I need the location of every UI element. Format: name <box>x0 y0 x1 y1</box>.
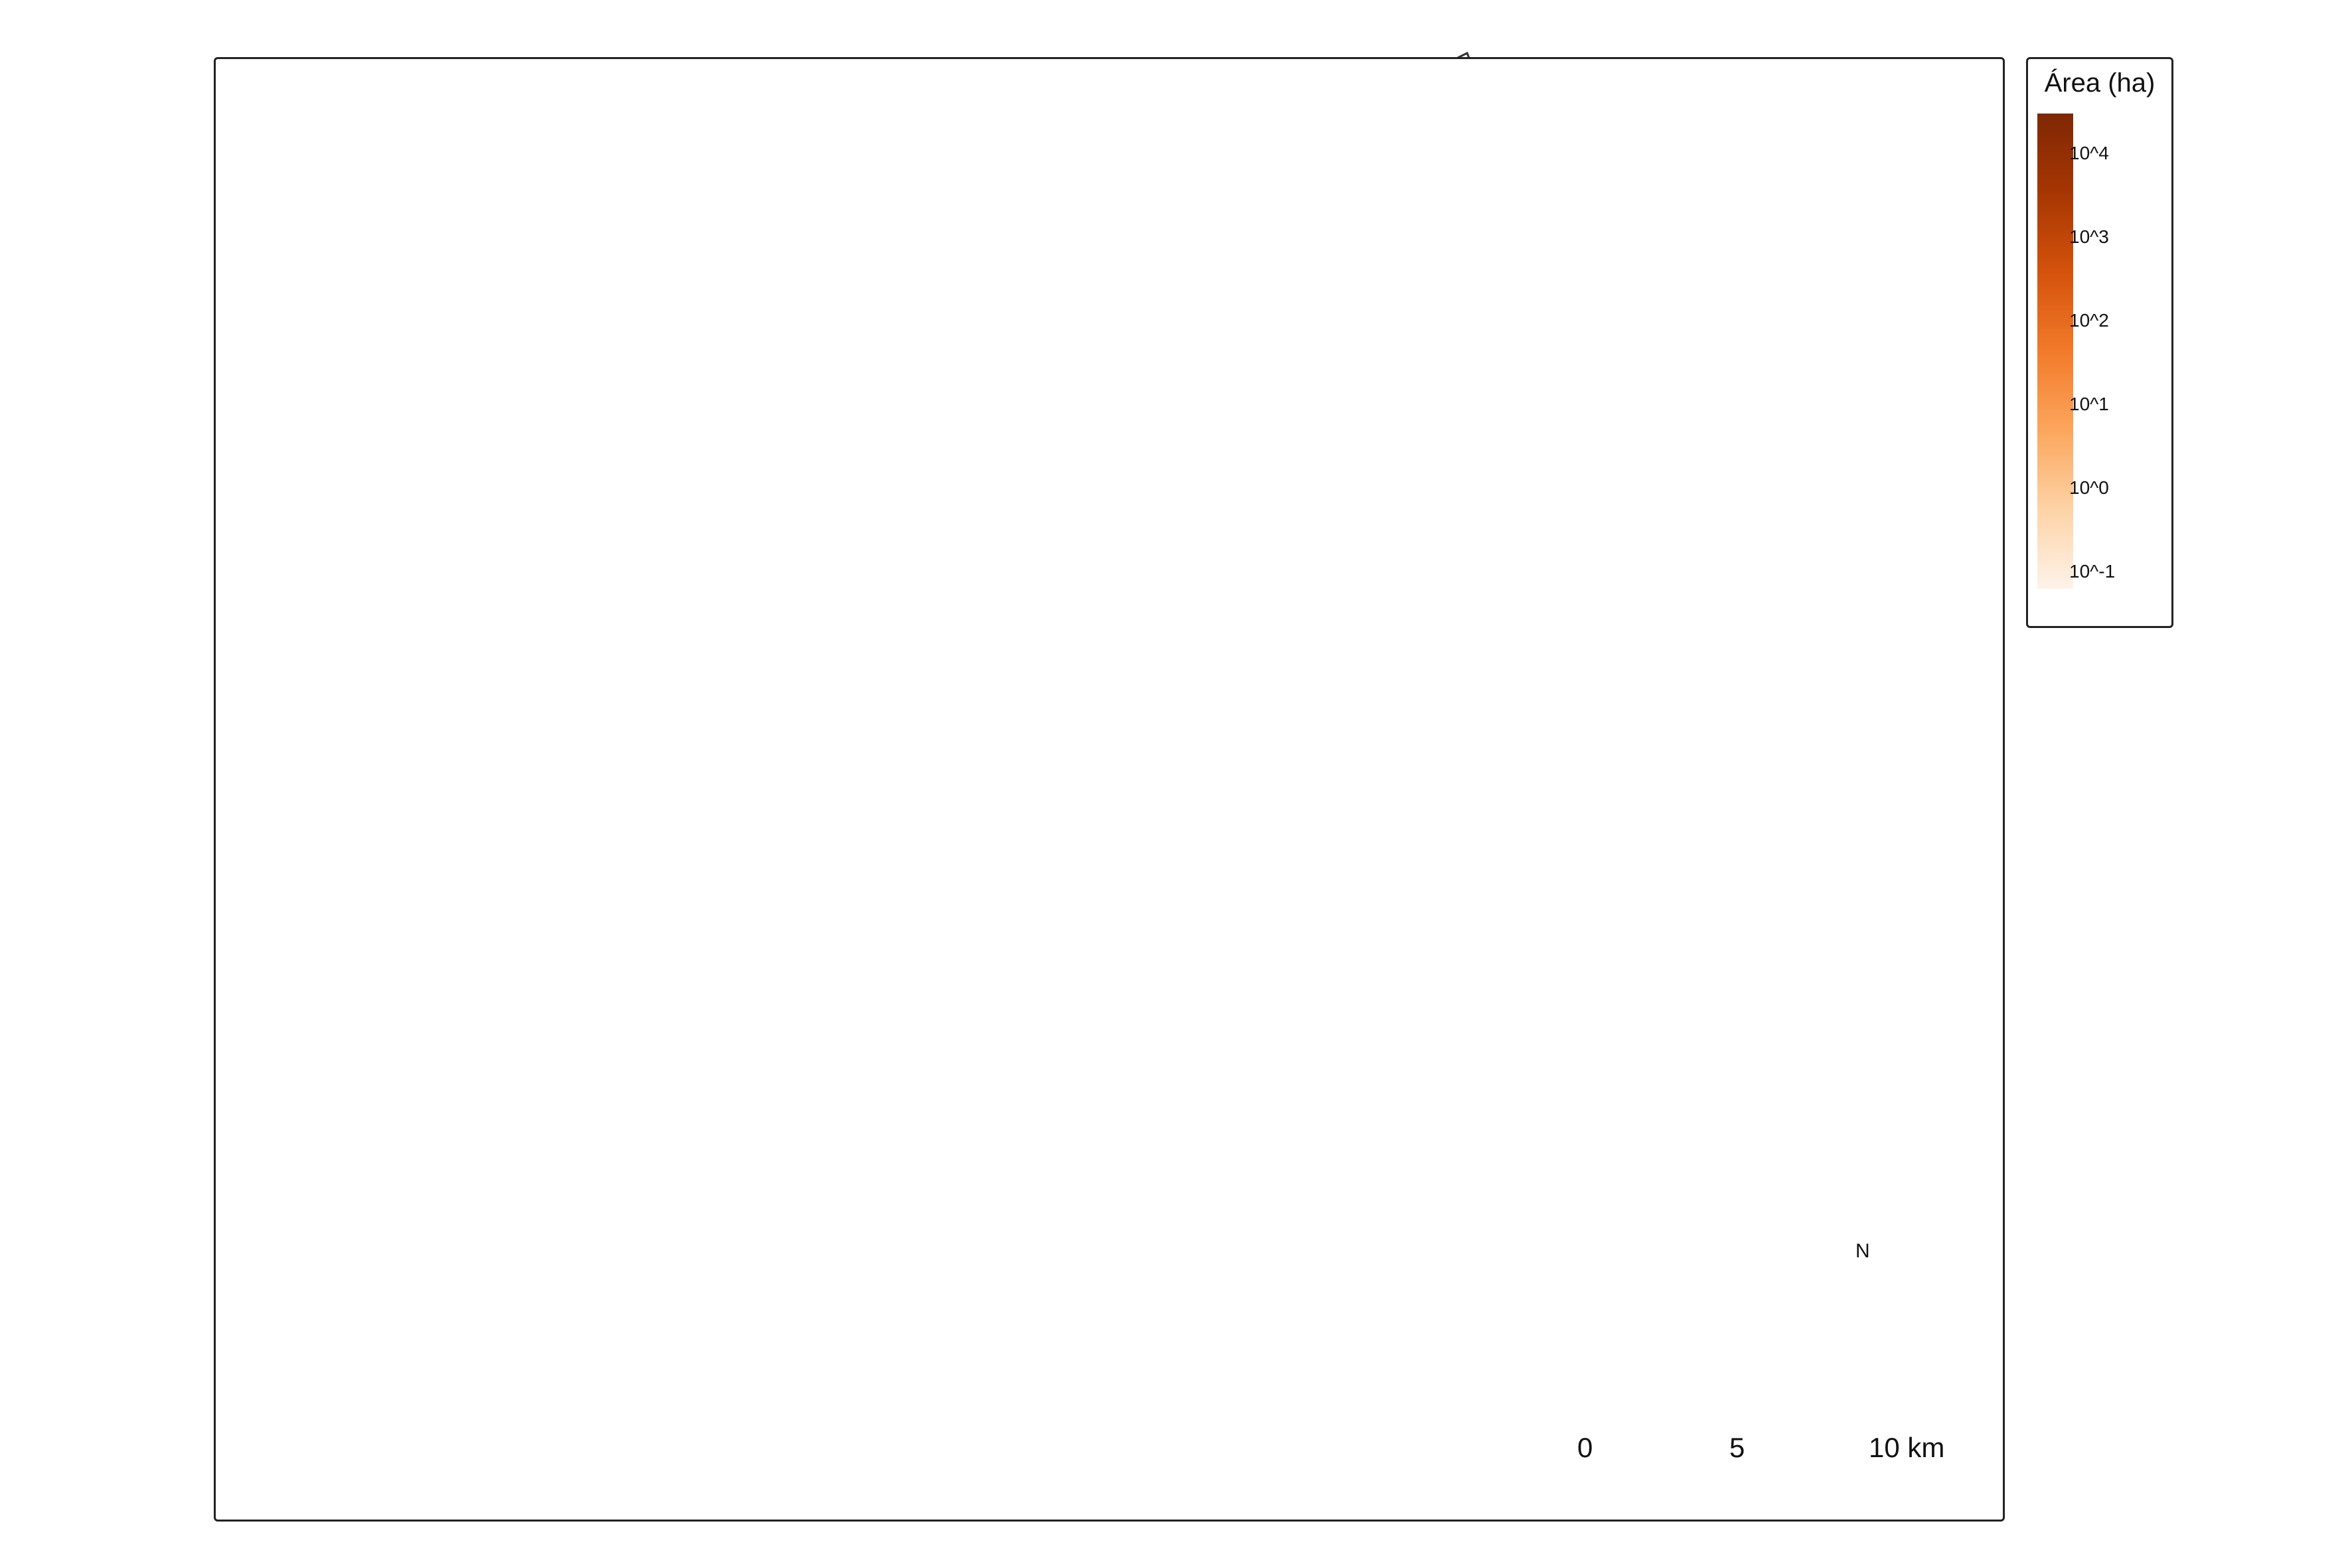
legend-color-ramp <box>2037 114 2073 589</box>
legend: Área (ha) 10^4 10^3 10^2 10^1 10^0 10^-1 <box>2026 57 2173 628</box>
legend-tick-1e4: 10^4 <box>2069 143 2109 163</box>
legend-tick-1e2: 10^2 <box>2069 310 2109 331</box>
legend-title: Área (ha) <box>2044 68 2156 98</box>
legend-tick-1e0: 10^0 <box>2069 477 2109 498</box>
scale-label-0: 0 <box>1577 1432 1593 1463</box>
legend-tick-1e1: 10^1 <box>2069 394 2109 414</box>
north-arrow-label: N <box>1855 1240 1870 1262</box>
legend-tick-1e3: 10^3 <box>2069 226 2109 247</box>
scale-label-10km: 10 km <box>1869 1432 1945 1463</box>
map-frame <box>214 57 2005 1522</box>
scale-label-5: 5 <box>1729 1432 1745 1463</box>
legend-tick-1em1: 10^-1 <box>2069 561 2116 582</box>
